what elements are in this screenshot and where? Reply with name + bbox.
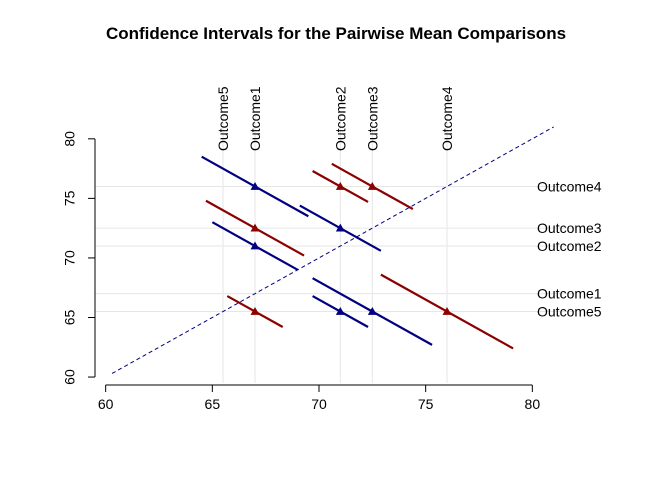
category-labels: Outcome5 Outcome1 Outcome2 Outcome3 Outcome4… — [215, 86, 602, 319]
axes: 60 65 70 75 80 60 65 70 75 80 — [62, 131, 541, 412]
x-tick-label: 70 — [311, 396, 327, 412]
y-tick-label: 60 — [62, 369, 78, 385]
right-category-label: Outcome1 — [537, 286, 602, 302]
top-category-label: Outcome2 — [332, 86, 348, 151]
ci-mean-marker — [250, 181, 260, 190]
y-tick-label: 80 — [62, 131, 78, 147]
ci-mean-marker — [250, 241, 260, 250]
ci-mean-marker — [367, 307, 377, 315]
right-category-label: Outcome2 — [537, 238, 602, 254]
top-category-label: Outcome5 — [215, 86, 231, 151]
y-tick-label: 75 — [62, 190, 78, 206]
grid — [95, 115, 575, 383]
confidence-intervals — [201, 155, 514, 350]
x-tick-label: 60 — [98, 396, 114, 412]
x-tick-label: 80 — [525, 396, 541, 412]
reference-line-group — [111, 126, 554, 374]
ci-mean-marker — [335, 223, 345, 232]
x-tick-label: 75 — [418, 396, 434, 412]
ci-mean-marker — [335, 181, 345, 190]
x-tick-label: 65 — [205, 396, 221, 412]
ci-mean-marker — [367, 181, 377, 190]
right-category-label: Outcome4 — [537, 178, 602, 194]
ci-mean-marker — [442, 307, 452, 315]
ci-mean-marker — [250, 223, 260, 232]
y-tick-label: 70 — [62, 250, 78, 266]
right-category-label: Outcome5 — [537, 304, 602, 320]
reference-line — [111, 126, 554, 374]
y-tick-label: 65 — [62, 309, 78, 325]
ci-mean-marker — [250, 307, 260, 315]
ci-mean-marker — [335, 307, 345, 315]
chart-title: Confidence Intervals for the Pairwise Me… — [106, 24, 566, 43]
right-category-label: Outcome3 — [537, 220, 602, 236]
top-category-label: Outcome1 — [247, 86, 263, 151]
top-category-label: Outcome3 — [364, 86, 380, 151]
top-category-label: Outcome4 — [439, 86, 455, 151]
